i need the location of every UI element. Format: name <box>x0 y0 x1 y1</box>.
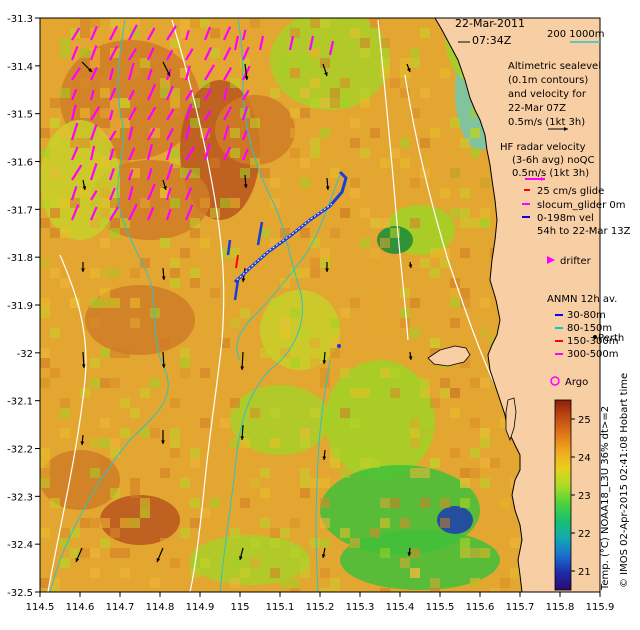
x-tick-label: 115.8 <box>546 602 575 613</box>
svg-text:30-80m: 30-80m <box>567 310 606 321</box>
x-tick-label: 114.5 <box>26 602 55 613</box>
y-tick-label: -31.3 <box>7 14 33 25</box>
garden-island <box>505 397 517 442</box>
x-tick-label: 115.2 <box>306 602 335 613</box>
colorbar-title: Temp. (°C) NOAA18_L3U 36% dt>=2 <box>600 406 611 591</box>
glider-legend: 25 cm/s glide slocum_glider 0m 0-198m ve… <box>522 186 631 237</box>
svg-text:(0.1m contours): (0.1m contours) <box>508 75 588 86</box>
x-tick-label: 114.6 <box>66 602 95 613</box>
y-tick-label: -31.6 <box>7 158 33 169</box>
drifter-legend: drifter <box>547 256 592 267</box>
y-tick-label: -31.9 <box>7 301 33 312</box>
glider-track <box>226 170 348 348</box>
y-tick-label: -31.7 <box>7 205 33 216</box>
colorbar-tick-label: 22 <box>578 529 591 540</box>
y-tick-label: -32.3 <box>7 492 33 503</box>
y-tick-label: -32.4 <box>7 540 33 551</box>
x-tick-label: 115.3 <box>346 602 375 613</box>
x-tick-label: 115.6 <box>466 602 495 613</box>
x-tick-label: 115.4 <box>386 602 415 613</box>
svg-text:25 cm/s glide: 25 cm/s glide <box>537 186 604 197</box>
map-date: 22-Mar-2011 <box>455 17 525 30</box>
y-axis-ticks: -31.3 -31.4 -31.5 -31.6 -31.7 -31.8 -31.9 -32 -3… <box>7 14 40 599</box>
svg-text:0-198m vel: 0-198m vel <box>537 213 594 224</box>
altimetry-note: Altimetric sealevel (0.1m contours) and … <box>508 61 601 131</box>
svg-text:0.5m/s (1kt 3h): 0.5m/s (1kt 3h) <box>512 168 589 179</box>
y-tick-label: -31.8 <box>7 253 33 264</box>
svg-text:Altimetric sealevel: Altimetric sealevel <box>508 61 601 72</box>
argo-legend: Argo <box>550 376 588 388</box>
isobaths <box>49 19 341 592</box>
x-tick-label: 114.7 <box>106 602 135 613</box>
scale-label: 200 1000m <box>547 29 604 40</box>
svg-text:150-300m: 150-300m <box>567 336 619 347</box>
altimetry-contours <box>47 19 501 592</box>
x-axis-ticks: 114.5 114.6 114.7 114.8 114.9 115 115.1 115.2 11… <box>26 592 615 613</box>
temperature-colorbar: 25 24 23 22 21 Temp. (°C) NOAA18_L3U 36% dt>… <box>554 399 611 591</box>
y-tick-label: -32.2 <box>7 445 33 456</box>
colorbar-tick-label: 24 <box>578 453 591 464</box>
y-tick-label: -32.5 <box>7 588 33 599</box>
colorbar-tick-label: 21 <box>578 567 591 578</box>
y-tick-label: -32 <box>17 349 33 360</box>
x-tick-label: 115.5 <box>426 602 455 613</box>
svg-text:drifter: drifter <box>560 256 592 267</box>
x-tick-label: 115.7 <box>506 602 535 613</box>
svg-text:ANMN 12h av.: ANMN 12h av. <box>547 294 617 305</box>
x-tick-label: 114.9 <box>186 602 215 613</box>
map-time: 07:34Z <box>472 34 512 47</box>
credit-text: © IMOS 02-Apr-2015 02:41:08 Hobart time <box>619 373 630 588</box>
svg-text:80-150m: 80-150m <box>567 323 612 334</box>
y-tick-label: -31.4 <box>7 62 33 73</box>
perth-label: Perth <box>593 333 624 344</box>
y-tick-label: -31.5 <box>7 110 33 121</box>
svg-text:slocum_glider 0m: slocum_glider 0m <box>537 200 625 211</box>
svg-text:Perth: Perth <box>598 333 624 344</box>
svg-text:(3-6h avg) noQC: (3-6h avg) noQC <box>512 155 595 166</box>
colorbar-tick-label: 23 <box>578 491 591 502</box>
svg-text:54h to 22-Mar 13Z: 54h to 22-Mar 13Z <box>537 226 631 237</box>
svg-text:HF radar velocity: HF radar velocity <box>500 142 586 153</box>
svg-text:0.5m/s (1kt 3h): 0.5m/s (1kt 3h) <box>508 117 585 128</box>
x-tick-label: 114.8 <box>146 602 175 613</box>
svg-text:Argo: Argo <box>565 377 588 388</box>
x-tick-label: 115.1 <box>266 602 295 613</box>
svg-text:and velocity for: and velocity for <box>508 89 587 100</box>
hf-radar-note: HF radar velocity (3-6h avg) noQC 0.5m/s… <box>500 142 595 181</box>
x-tick-label: 115.9 <box>586 602 615 613</box>
anmn-legend: ANMN 12h av. 30-80m 80-150m 150-300m 300… <box>547 294 619 360</box>
svg-text:22-Mar 07Z: 22-Mar 07Z <box>508 103 566 114</box>
x-tick-label: 115 <box>230 602 249 613</box>
y-tick-label: -32.1 <box>7 397 33 408</box>
svg-text:300-500m: 300-500m <box>567 349 619 360</box>
colorbar-tick-label: 25 <box>578 415 591 426</box>
rottnest-island <box>427 345 471 367</box>
plot-area <box>40 18 600 592</box>
